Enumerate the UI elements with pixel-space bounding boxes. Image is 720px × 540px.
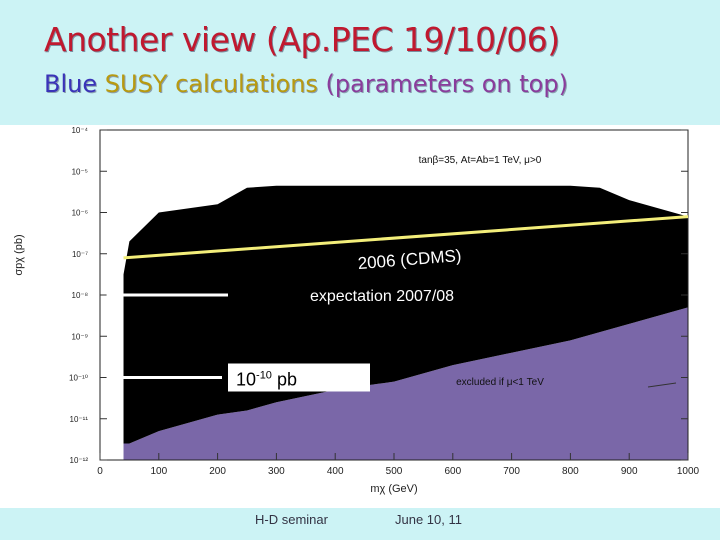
- slide-footer: H-D seminar June 10, 11: [0, 508, 720, 540]
- x-tick-label: 1000: [677, 466, 700, 477]
- susy-cross-section-chart: 10⁻⁴ 10⁻⁵ 10⁻⁶ 10⁻⁷ 10⁻⁸ 10⁻⁹ 10⁻¹⁰ 10⁻¹¹ 10⁻¹² 0…: [13, 126, 700, 495]
- y-tick-label: 10⁻¹¹: [70, 415, 89, 424]
- sensitivity-label: 10-10 pb: [236, 370, 297, 390]
- y-tick-label: 10⁻⁷: [72, 250, 88, 259]
- subtitle-susy: SUSY calculations: [104, 70, 318, 98]
- x-tick-label: 400: [327, 466, 344, 477]
- subtitle-blue: Blue: [44, 70, 98, 98]
- expectation-label: expectation 2007/08: [310, 288, 454, 305]
- excluded-region: [123, 307, 688, 460]
- x-tick-label: 0: [97, 466, 103, 477]
- x-tick-label: 900: [621, 466, 638, 477]
- y-axis-label: σpχ (pb): [13, 234, 25, 275]
- y-tick-label: 10⁻⁵: [72, 167, 88, 176]
- parameters-label: tanβ=35, At=Ab=1 TeV, μ>0: [419, 155, 542, 166]
- slide-header: Another view (Ap.PEC 19/10/06) Blue SUSY…: [0, 0, 720, 125]
- y-tick-label: 10⁻¹²: [70, 456, 89, 465]
- footer-venue: H-D seminar: [255, 512, 328, 527]
- y-tick-label: 10⁻⁸: [72, 291, 89, 300]
- y-tick-label: 10⁻¹⁰: [69, 374, 88, 383]
- figure-area: 10⁻⁴ 10⁻⁵ 10⁻⁶ 10⁻⁷ 10⁻⁸ 10⁻⁹ 10⁻¹⁰ 10⁻¹¹ 10⁻¹² 0…: [0, 125, 720, 508]
- excluded-label: excluded if μ<1 TeV: [456, 377, 544, 388]
- x-tick-label: 100: [150, 466, 167, 477]
- expectation-arrowhead: [106, 289, 120, 301]
- y-tick-label: 10⁻⁶: [72, 209, 88, 218]
- y-tick-label: 10⁻⁹: [71, 332, 88, 341]
- x-tick-label: 300: [268, 466, 285, 477]
- x-tick-label: 500: [386, 466, 403, 477]
- sensitivity-arrowhead: [106, 371, 120, 384]
- slide-subtitle: Blue SUSY calculations (parameters on to…: [44, 70, 568, 98]
- sensitivity-box: [228, 363, 370, 392]
- x-tick-label: 600: [444, 466, 461, 477]
- footer-date: June 10, 11: [395, 512, 462, 527]
- x-tick-label: 700: [503, 466, 520, 477]
- subtitle-parameters: (parameters on top): [325, 70, 568, 98]
- x-axis-label: mχ (GeV): [370, 483, 417, 495]
- x-tick-label: 200: [209, 466, 226, 477]
- cdms-2006-limit-line: [123, 215, 689, 260]
- excluded-arrow: [647, 382, 677, 388]
- slide-title: Another view (Ap.PEC 19/10/06): [44, 20, 560, 59]
- y-tick-label: 10⁻⁴: [71, 126, 88, 135]
- x-tick-label: 800: [562, 466, 579, 477]
